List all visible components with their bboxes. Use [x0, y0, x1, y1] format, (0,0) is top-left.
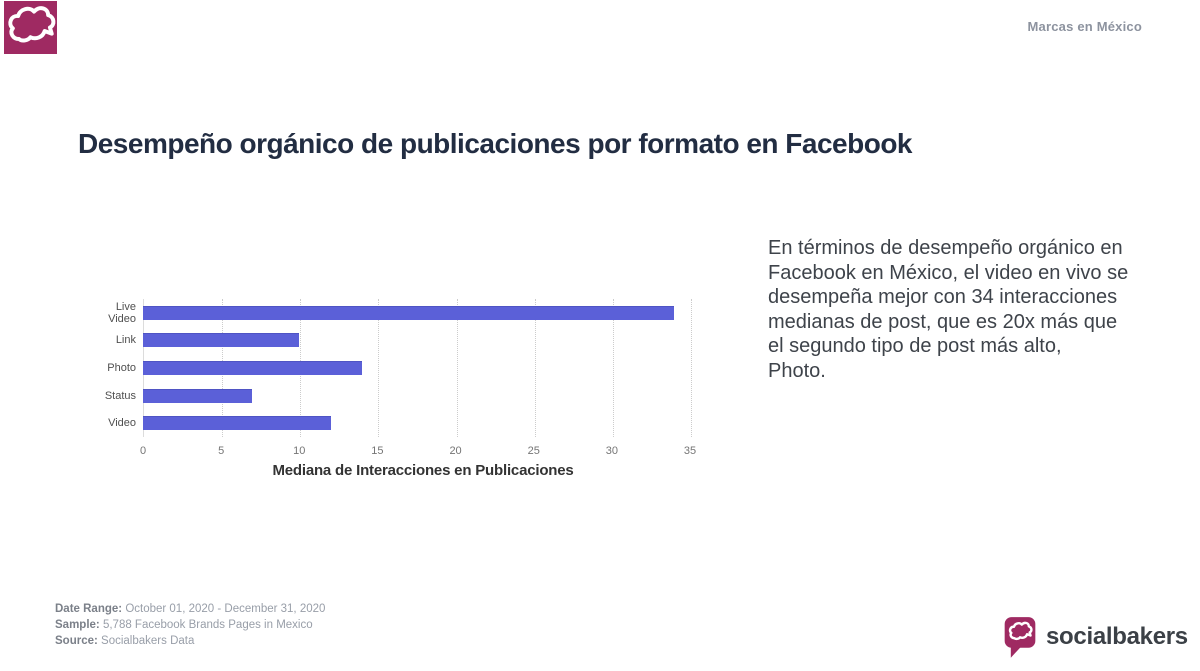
chart-row: Video	[0, 409, 760, 437]
bar	[143, 388, 253, 403]
tick-label: 0	[139, 445, 147, 457]
bar	[143, 333, 300, 348]
socialbakers-chefhat-logo-icon	[4, 1, 57, 54]
tick-label: 10	[293, 445, 306, 457]
chart-bars: Live Video Link Photo Status Video	[0, 299, 760, 437]
bar	[143, 360, 362, 375]
category-label: Status	[104, 389, 136, 402]
tick-label: 30	[605, 445, 618, 457]
bar	[143, 305, 675, 320]
date-range-label: Date Range:	[55, 603, 123, 615]
sample-label: Sample:	[55, 619, 100, 631]
chart-row: Live Video	[0, 299, 760, 327]
chart-row: Photo	[0, 354, 760, 382]
chart-row: Status	[0, 382, 760, 410]
gridline	[612, 299, 614, 437]
date-range-value: October 01, 2020 - December 31, 2020	[125, 603, 326, 615]
source-row: Source: Socialbakers Data	[55, 633, 325, 649]
category-label: Photo	[107, 361, 136, 374]
category-label: Link	[115, 334, 136, 347]
gridline	[456, 299, 458, 437]
source-value: Socialbakers Data	[101, 635, 195, 647]
category-label: Live Video	[108, 300, 136, 325]
tick-label: 5	[218, 445, 225, 457]
category-label: Video	[108, 417, 136, 430]
tick-label: 20	[449, 445, 462, 457]
socialbakers-wordmark: socialbakers	[1046, 623, 1188, 650]
tick-label: 25	[527, 445, 540, 457]
socialbakers-logo: socialbakers	[1003, 614, 1188, 660]
footer-metadata: Date Range: October 01, 2020 - December …	[55, 601, 325, 649]
chart-row: Link	[0, 327, 760, 355]
source-label: Source:	[55, 635, 98, 647]
tick-label: 15	[371, 445, 384, 457]
insight-text: En términos de desempeño orgánico en Fac…	[768, 237, 1129, 382]
x-axis-ticks: 0 5 10 15 20 25 30 35	[139, 445, 696, 459]
sample-row: Sample: 5,788 Facebook Brands Pages in M…	[55, 617, 325, 633]
date-range-row: Date Range: October 01, 2020 - December …	[55, 601, 325, 617]
bar	[143, 416, 331, 431]
x-axis-title: Mediana de Interacciones en Publicacione…	[272, 462, 574, 479]
sample-value: 5,788 Facebook Brands Pages in Mexico	[102, 619, 313, 631]
gridline	[691, 299, 692, 437]
report-scope-label: Marcas en México	[1027, 19, 1142, 34]
page-title: Desempeño orgánico de publicaciones por …	[78, 128, 913, 159]
gridline	[534, 299, 536, 437]
tick-label: 35	[683, 445, 697, 457]
socialbakers-speech-bubble-icon	[1004, 617, 1036, 658]
bar-chart: Live Video Link Photo Status Video 0 5 10 15 20 2…	[0, 299, 760, 484]
gridline	[378, 299, 380, 437]
